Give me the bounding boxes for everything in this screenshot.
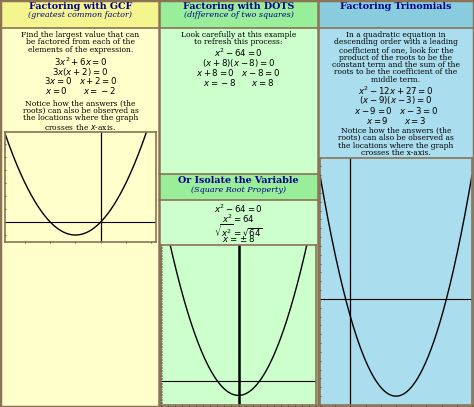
Text: $x + 8 = 0 \quad x - 8 = 0$: $x + 8 = 0 \quad x - 8 = 0$ [196,67,281,78]
Text: the locations where the graph: the locations where the graph [338,142,454,149]
Text: Look carefully at this example: Look carefully at this example [181,31,296,39]
Text: $x^2 - 12x + 27 = 0$: $x^2 - 12x + 27 = 0$ [358,85,434,97]
Text: elements of the expression.: elements of the expression. [28,46,133,54]
Bar [318,0,474,407]
Text: (greatest common factor): (greatest common factor) [28,11,133,19]
Text: to refresh this process:: to refresh this process: [194,39,283,46]
Text: product of the roots to be the: product of the roots to be the [339,53,453,61]
Text: $x^2 - 64 = 0$: $x^2 - 64 = 0$ [214,47,263,59]
Text: be factored from each of the: be factored from each of the [26,39,135,46]
Text: $(x +8)(x -8) = 0$: $(x +8)(x -8) = 0$ [202,57,275,69]
Text: $(x - 9)(x - 3) = 0$: $(x - 9)(x - 3) = 0$ [359,94,433,107]
Text: (Square Root Property): (Square Root Property) [191,186,286,194]
Bar [2,0,159,28]
Text: roots) can also be observed as: roots) can also be observed as [23,107,138,115]
Text: $x = -8 \qquad x = 8$: $x = -8 \qquad x = 8$ [203,77,274,88]
Bar [159,174,318,200]
Bar [2,0,159,407]
Text: In a quadratic equation in: In a quadratic equation in [346,31,446,39]
Bar [159,0,318,28]
Text: $\sqrt{x^2} = \sqrt{64}$: $\sqrt{x^2} = \sqrt{64}$ [214,223,263,239]
Text: roots to be the coefficient of the: roots to be the coefficient of the [334,68,457,77]
Text: $3x(x + 2) = 0$: $3x(x + 2) = 0$ [53,66,109,77]
Text: $x = 0 \qquad x = -2$: $x = 0 \qquad x = -2$ [45,85,116,96]
Text: (difference of two squares): (difference of two squares) [183,11,293,19]
Text: Factoring with DOTS: Factoring with DOTS [183,2,294,11]
Text: Factoring with GCF: Factoring with GCF [29,2,132,11]
Bar [318,0,474,28]
Text: Or Isolate the Variable: Or Isolate the Variable [178,176,299,185]
Text: Notice how the answers (the: Notice how the answers (the [25,99,136,107]
Text: $x - 9 = 0 \quad x - 3 = 0$: $x - 9 = 0 \quad x - 3 = 0$ [354,105,438,116]
Text: crosses the $x$-axis.: crosses the $x$-axis. [45,122,117,132]
Text: Factoring Trinomials: Factoring Trinomials [340,2,452,11]
Text: Find the largest value that can: Find the largest value that can [21,31,140,39]
Text: $3x = 0 \quad x + 2 = 0$: $3x = 0 \quad x + 2 = 0$ [44,76,118,87]
Text: $x^2 = 64$: $x^2 = 64$ [222,213,255,225]
Text: Notice how the answers (the: Notice how the answers (the [341,127,451,134]
Bar [159,0,318,407]
Text: descending order with a leading: descending order with a leading [334,39,458,46]
Text: $x = 9 \qquad x = 3$: $x = 9 \qquad x = 3$ [365,114,426,125]
Text: middle term.: middle term. [372,76,420,84]
Text: roots) can also be observed as: roots) can also be observed as [338,134,454,142]
Text: $3x^2 + 6x = 0$: $3x^2 + 6x = 0$ [54,55,108,68]
Text: $x^2 - 64 = 0$: $x^2 - 64 = 0$ [214,203,263,215]
Text: constant term and the sum of the: constant term and the sum of the [332,61,460,69]
Text: the locations where the graph: the locations where the graph [23,114,138,123]
Text: crosses the x-axis.: crosses the x-axis. [361,149,431,157]
Text: coefficient of one, look for the: coefficient of one, look for the [338,46,453,54]
Text: $x = \pm8$: $x = \pm8$ [222,233,255,244]
